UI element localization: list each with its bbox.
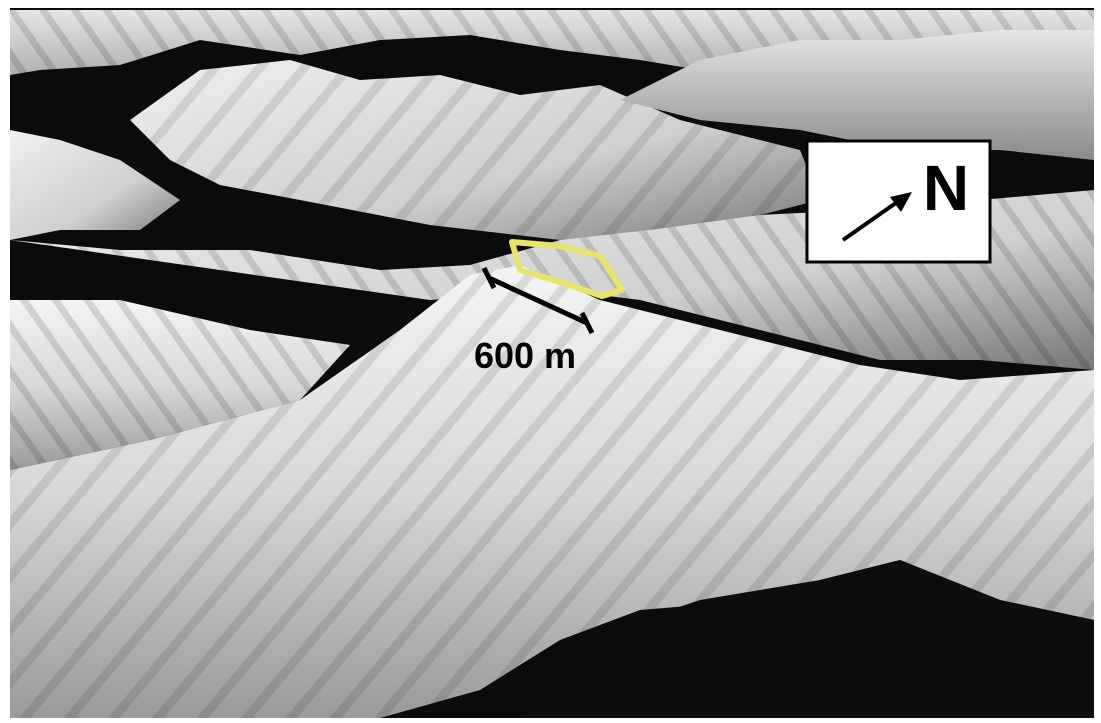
page: 600 m N (() => { const data = JSON.parse… [0, 0, 1101, 723]
terrain-view: 600 m N [0, 0, 1101, 723]
scale-label: 600 m [474, 335, 576, 376]
north-indicator: N [807, 141, 990, 262]
north-label: N [923, 152, 969, 224]
